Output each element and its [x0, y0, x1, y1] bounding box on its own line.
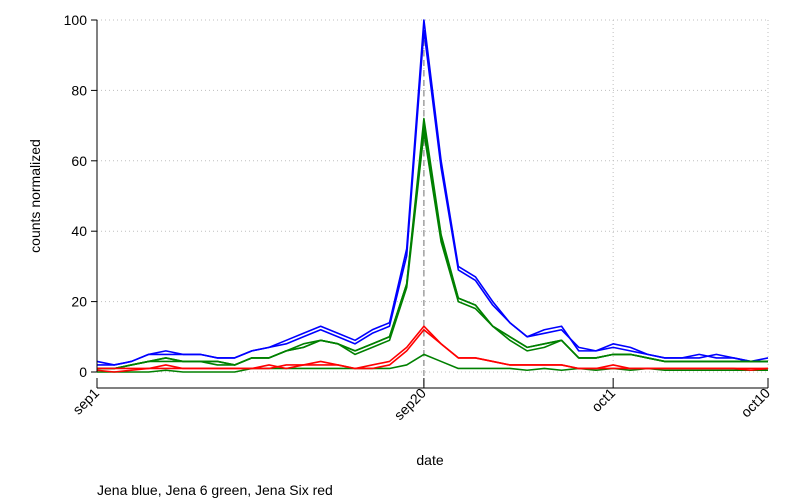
- y-axis-title: counts normalized: [27, 139, 43, 253]
- x-tick-label: oct10: [738, 385, 774, 421]
- chart-note: Jena blue, Jena 6 green, Jena Six red: [97, 482, 333, 498]
- x-tick-label: oct1: [588, 385, 618, 415]
- series-lines: [96, 19, 769, 373]
- x-axis-title: date: [416, 452, 443, 468]
- y-tick-label: 100: [64, 12, 88, 28]
- y-tick-label: 60: [71, 153, 87, 169]
- series-line-6: [97, 353, 768, 373]
- grid-lines: [96, 19, 769, 373]
- series-line-5: [97, 124, 768, 370]
- series-line-8: [96, 328, 769, 373]
- series-line-4: [97, 131, 768, 370]
- y-tick-label: 80: [71, 82, 87, 98]
- x-tick-label: sep20: [391, 385, 429, 423]
- series-line-2: [97, 29, 768, 366]
- y-tick-label: 20: [71, 294, 87, 310]
- x-tick-label: sep1: [69, 385, 102, 418]
- y-tick-label: 0: [79, 364, 87, 380]
- series-line-1: [96, 19, 769, 366]
- series-line-3: [97, 117, 768, 370]
- y-tick-label: 40: [71, 223, 87, 239]
